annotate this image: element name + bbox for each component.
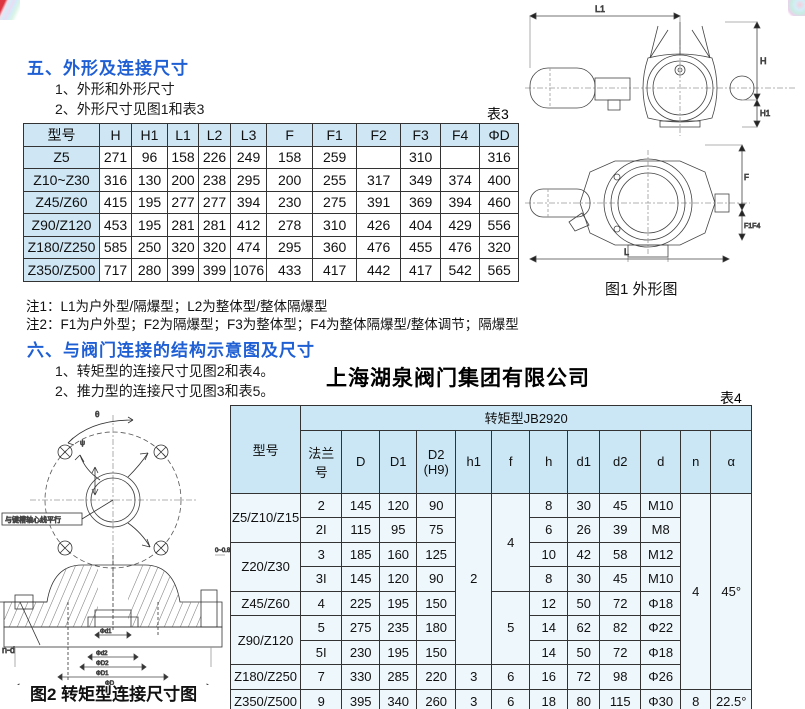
svg-text:ψ: ψ [80,440,85,447]
svg-text:ΦD2: ΦD2 [96,661,109,667]
svg-text:ΦD1: ΦD1 [96,671,109,677]
svg-text:θ: θ [95,410,100,419]
svg-text:F: F [744,173,749,182]
svg-text:0~0.8: 0~0.8 [215,548,230,554]
svg-text:H1: H1 [760,109,771,118]
svg-text:与键槽轴心线平行: 与键槽轴心线平行 [5,515,61,524]
svg-text:L1: L1 [595,4,605,14]
svg-text:F1F4: F1F4 [744,223,760,230]
svg-text:H: H [760,56,767,66]
svg-text:Φd1: Φd1 [100,629,112,635]
svg-text:L: L [624,247,629,257]
svg-text:n-d: n-d [2,645,15,655]
svg-text:Φd2: Φd2 [96,651,108,657]
